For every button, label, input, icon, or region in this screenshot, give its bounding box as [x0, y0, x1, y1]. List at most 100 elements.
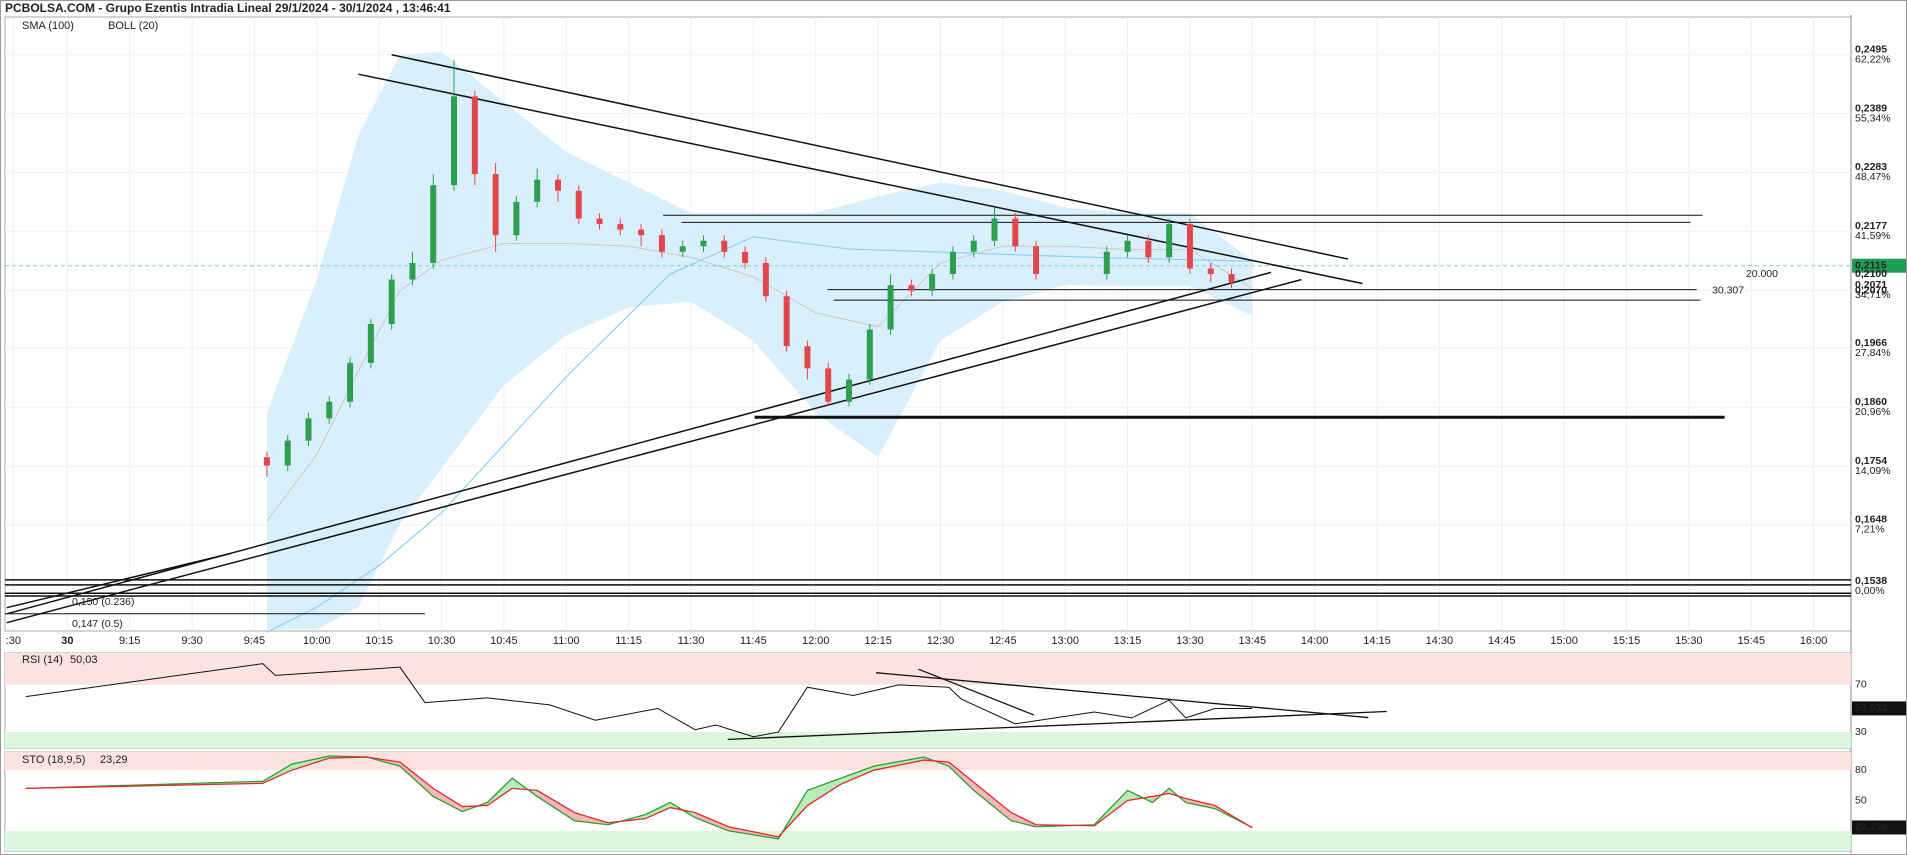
x-tick-label: 14:45 — [1488, 635, 1516, 647]
candle-body — [430, 185, 437, 263]
trend-line — [6, 278, 1302, 624]
trend-line — [358, 73, 1363, 285]
candle-body — [326, 401, 333, 419]
candle-body — [742, 251, 749, 263]
candle-body — [596, 218, 603, 225]
x-tick-label: 9:30 — [181, 635, 202, 647]
fib-label: 0,147 (0.5) — [72, 618, 123, 630]
x-tick-label: 12:15 — [864, 635, 892, 647]
candle-body — [554, 179, 561, 191]
x-tick-label: 12:45 — [989, 635, 1017, 647]
candle-body — [1012, 218, 1019, 247]
trend-line — [727, 710, 1387, 741]
candle-body — [700, 240, 707, 247]
candle-body — [409, 262, 416, 280]
y-tick-pct: 7,21% — [1855, 524, 1885, 536]
last-price-box — [1852, 258, 1906, 273]
candle-body — [1145, 240, 1152, 258]
order-price: 0,2100 — [1855, 268, 1887, 280]
sto-fill — [807, 778, 841, 806]
x-tick-label: 15:00 — [1550, 635, 1578, 647]
candle-body — [1124, 240, 1131, 252]
candle-body — [575, 190, 582, 219]
candle-body — [970, 240, 977, 252]
order-qty: 30.307 — [1712, 284, 1744, 296]
candle-body — [638, 229, 645, 236]
x-tick-label: 12:00 — [802, 635, 830, 647]
fib-label: 0,150 (0.236) — [72, 596, 134, 608]
candle-body — [451, 96, 458, 186]
candle-body — [721, 240, 728, 252]
candle-body — [513, 201, 520, 236]
sto-fill — [1185, 798, 1215, 809]
y-tick-pct: 14,09% — [1855, 465, 1891, 477]
sto-fill — [973, 782, 1012, 821]
candle-body — [1166, 224, 1173, 258]
x-tick-label: 11:00 — [553, 635, 580, 647]
bollinger-band — [266, 51, 1253, 630]
candle-body — [846, 379, 853, 402]
x-tick-label: 11:45 — [740, 635, 767, 647]
x-tick-label: 10:30 — [428, 635, 456, 647]
candle-body — [762, 262, 769, 297]
candle-body — [471, 96, 478, 175]
y-tick-pct: 62,22% — [1855, 54, 1891, 66]
current-box — [1852, 820, 1906, 835]
y-tick-label: 0,1538 — [1855, 575, 1887, 587]
y-tick-label: 30 — [1855, 726, 1867, 738]
candle-body — [804, 346, 811, 369]
candle-body — [991, 218, 998, 241]
y-tick-pct: 48,47% — [1855, 171, 1891, 183]
x-tick-label: 11:15 — [615, 635, 642, 647]
rsi-title: RSI (14) — [22, 654, 63, 666]
candle-body — [1033, 246, 1040, 275]
sto-title: STO (18,9,5) — [22, 754, 85, 766]
order-price: 0,2070 — [1855, 284, 1887, 296]
candle-body — [305, 418, 312, 441]
x-tick-label: 14:30 — [1426, 635, 1454, 647]
sto-fill — [462, 802, 488, 812]
last-price-label: 0,2115 — [1855, 259, 1887, 271]
candle-body — [679, 246, 686, 252]
candle-body — [367, 324, 374, 363]
y-tick-pct: 20,96% — [1855, 406, 1891, 418]
trend-line — [918, 668, 1035, 716]
candle-body — [866, 329, 873, 380]
x-tick-label: 13:15 — [1114, 635, 1142, 647]
trend-line — [875, 672, 1369, 719]
x-tick-label: 10:00 — [303, 635, 331, 647]
legend-boll: BOLL (20) — [108, 20, 158, 32]
chart-title: PCBOLSA.COM - Grupo Ezentis Intradia Lin… — [5, 1, 451, 15]
y-tick-pct: 41,59% — [1855, 230, 1891, 242]
sto-fill — [840, 766, 874, 785]
current-box-label: 50,033 — [1855, 702, 1887, 714]
candle-body — [263, 457, 270, 466]
y-tick-pct: 0,00% — [1855, 585, 1885, 597]
x-tick-label: 13:00 — [1051, 635, 1079, 647]
sto-current: 23,29 — [100, 754, 128, 766]
x-tick-label: 14:00 — [1301, 635, 1329, 647]
sto-fill — [645, 802, 671, 819]
candle-body — [284, 440, 291, 466]
y-tick-label: 0,2283 — [1855, 161, 1887, 173]
y-tick-label: 0,1860 — [1855, 396, 1887, 408]
y-tick-label: 0,1754 — [1855, 455, 1887, 467]
y-tick-label: 50 — [1855, 794, 1867, 806]
overbought-zone — [5, 653, 1851, 685]
x-tick-label: 16:00 — [1800, 635, 1828, 647]
y-tick-label: 0,1648 — [1855, 514, 1887, 526]
rsi-line — [25, 663, 1253, 738]
y-tick-pct: 55,34% — [1855, 112, 1891, 124]
order-qty: 20.000 — [1746, 268, 1778, 280]
candle-body — [347, 362, 354, 402]
oversold-zone — [5, 830, 1851, 851]
sto-fill — [537, 790, 575, 821]
y-tick-label: 0,2495 — [1855, 44, 1887, 56]
candle-body — [1207, 268, 1214, 275]
x-tick-label: 15:15 — [1613, 635, 1641, 647]
x-tick-label: 10:15 — [365, 635, 393, 647]
sto-line — [25, 756, 1253, 838]
sto-fill — [433, 788, 463, 812]
candle-body — [887, 285, 894, 330]
